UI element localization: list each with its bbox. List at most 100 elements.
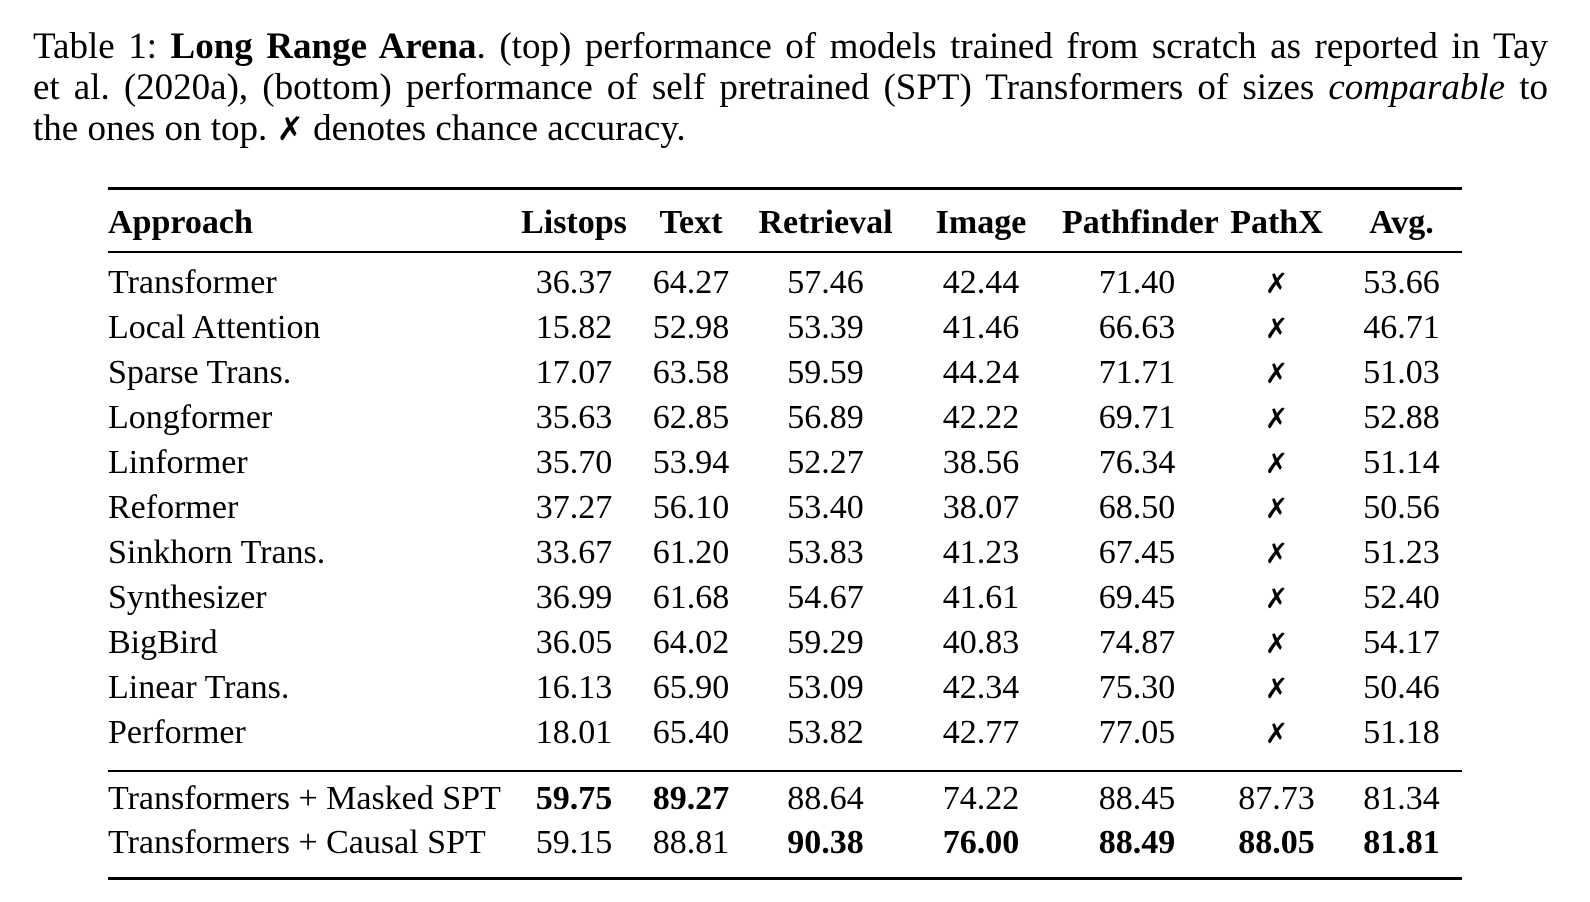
- score-cell: 59.29: [787, 624, 864, 661]
- caption-text: the ones on top.: [33, 108, 277, 149]
- score-cell: 61.20: [652, 534, 730, 571]
- score-cell: 18.01: [535, 714, 613, 751]
- score-cell: 53.66: [1363, 264, 1440, 301]
- score-cell: 59.59: [787, 354, 864, 391]
- ballot-x-icon: ✗: [1264, 312, 1289, 345]
- caption-text: . (top) performance of models trained fr…: [476, 26, 1548, 67]
- chance-cross-icon: ✗: [1212, 396, 1341, 441]
- score-cell: 53.39: [787, 309, 864, 346]
- chance-cross-icon: ✗: [1212, 441, 1341, 486]
- score-cell: 69.45: [1098, 579, 1176, 616]
- approach-cell: Transformers + Causal SPT: [108, 824, 486, 861]
- score-cell: 53.82: [787, 714, 864, 751]
- column-header-approach: Approach: [108, 204, 253, 241]
- column-header-listops: Listops: [521, 204, 627, 241]
- chance-cross-icon: ✗: [1212, 486, 1341, 531]
- score-cell: 41.46: [942, 309, 1020, 346]
- score-cell: 42.77: [942, 714, 1020, 751]
- column-header-text: Text: [659, 204, 723, 241]
- score-cell: 42.44: [942, 264, 1020, 301]
- score-cell: 51.03: [1363, 354, 1440, 391]
- caption-text: to: [1505, 67, 1548, 108]
- table-row: Local Attention 15.82 52.98 53.39 41.46 66.63…: [108, 306, 1462, 351]
- score-cell: 64.02: [652, 624, 730, 661]
- score-cell: 42.22: [942, 399, 1020, 436]
- column-header-pathx: PathX: [1230, 204, 1323, 241]
- score-cell: 62.85: [652, 399, 730, 436]
- header-row: Approach Listops Text Retrieval Image Pa…: [108, 189, 1462, 253]
- score-cell: 38.56: [942, 444, 1020, 481]
- scratch-models-section: Transformer 36.37 64.27 57.46 42.44 71.40 ✗ 53.…: [108, 252, 1462, 771]
- score-cell: 53.94: [652, 444, 730, 481]
- score-cell: 52.27: [787, 444, 864, 481]
- score-cell: 75.30: [1098, 669, 1176, 706]
- score-cell: 67.45: [1098, 534, 1176, 571]
- column-header-image: Image: [935, 204, 1027, 241]
- score-cell: 87.73: [1238, 780, 1315, 817]
- score-cell: 53.40: [787, 489, 864, 526]
- score-cell: 61.68: [652, 579, 730, 616]
- column-header-pathfinder: Pathfinder: [1062, 204, 1219, 241]
- table-row: Sparse Trans. 17.07 63.58 59.59 44.24 71.71 ✗ 5…: [108, 351, 1462, 396]
- score-cell: 41.61: [942, 579, 1020, 616]
- score-cell: 59.15: [535, 824, 613, 861]
- score-cell: 33.67: [535, 534, 613, 571]
- ballot-x-icon: ✗: [1264, 627, 1289, 660]
- approach-cell: Sinkhorn Trans.: [108, 534, 326, 571]
- score-cell: 51.18: [1363, 714, 1440, 751]
- approach-cell: Longformer: [108, 399, 273, 436]
- score-cell: 88.64: [787, 780, 864, 817]
- chance-cross-icon: ✗: [1212, 252, 1341, 306]
- score-cell: 68.50: [1098, 489, 1176, 526]
- score-cell: 52.98: [652, 309, 730, 346]
- score-cell: 71.71: [1098, 354, 1176, 391]
- column-header-retrieval: Retrieval: [758, 204, 893, 241]
- approach-cell: Linformer: [108, 444, 248, 481]
- table-row: Linformer 35.70 53.94 52.27 38.56 76.34 ✗ 51.14: [108, 441, 1462, 486]
- score-cell: 88.45: [1098, 780, 1176, 817]
- approach-cell: Local Attention: [108, 309, 321, 346]
- score-cell: 57.46: [787, 264, 864, 301]
- score-cell: 76.00: [942, 824, 1020, 861]
- approach-cell: Reformer: [108, 489, 239, 526]
- table-row: Longformer 35.63 62.85 56.89 42.22 69.71 ✗ 52.8…: [108, 396, 1462, 441]
- ballot-x-icon: ✗: [1264, 267, 1289, 300]
- score-cell: 65.40: [652, 714, 730, 751]
- score-cell: 44.24: [942, 354, 1020, 391]
- score-cell: 37.27: [535, 489, 613, 526]
- chance-cross-icon: ✗: [1212, 711, 1341, 771]
- score-cell: 15.82: [535, 309, 613, 346]
- chance-cross-icon: ✗: [1212, 621, 1341, 666]
- score-cell: 41.23: [942, 534, 1020, 571]
- score-cell: 52.88: [1363, 399, 1440, 436]
- ballot-x-icon: ✗: [1264, 402, 1289, 435]
- score-cell: 77.05: [1098, 714, 1176, 751]
- table-row: Transformers + Causal SPT 59.15 88.81 90.38…: [108, 821, 1462, 879]
- score-cell: 71.40: [1098, 264, 1176, 301]
- table-row: Synthesizer 36.99 61.68 54.67 41.61 69.45 ✗ 52.…: [108, 576, 1462, 621]
- chance-cross-icon: ✗: [1212, 306, 1341, 351]
- score-cell: 65.90: [652, 669, 730, 706]
- score-cell: 81.81: [1363, 824, 1440, 861]
- table-row: Transformers + Masked SPT 59.75 89.27 88.64…: [108, 771, 1462, 821]
- caption-title-bold: Long Range Arena: [170, 26, 477, 67]
- ballot-x-icon: ✗: [1264, 582, 1289, 615]
- table-row: Transformer 36.37 64.27 57.46 42.44 71.40 ✗ 53.…: [108, 252, 1462, 306]
- score-cell: 36.37: [535, 264, 613, 301]
- caption-line-2: et al. (2020a), (bottom) performance of …: [33, 67, 1548, 108]
- score-cell: 35.63: [535, 399, 613, 436]
- chance-cross-icon: ✗: [1212, 576, 1341, 621]
- score-cell: 52.40: [1363, 579, 1440, 616]
- score-cell: 59.75: [535, 780, 613, 817]
- score-cell: 76.34: [1098, 444, 1176, 481]
- score-cell: 17.07: [535, 354, 613, 391]
- score-cell: 56.89: [787, 399, 864, 436]
- table-row: Performer 18.01 65.40 53.82 42.77 77.05 ✗ 51.18: [108, 711, 1462, 771]
- approach-cell: BigBird: [108, 624, 218, 661]
- score-cell: 54.67: [787, 579, 864, 616]
- approach-cell: Synthesizer: [108, 579, 267, 616]
- score-cell: 51.23: [1363, 534, 1440, 571]
- score-cell: 40.83: [942, 624, 1020, 661]
- score-cell: 36.99: [535, 579, 613, 616]
- score-cell: 63.58: [652, 354, 730, 391]
